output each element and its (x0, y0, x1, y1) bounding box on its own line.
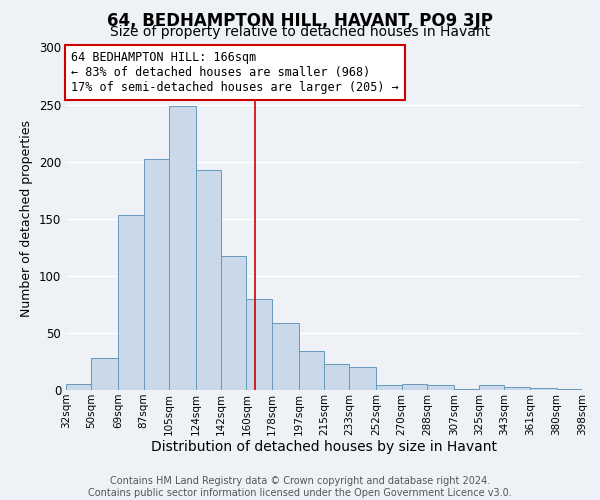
Y-axis label: Number of detached properties: Number of detached properties (20, 120, 34, 318)
Bar (272, 322, 299, 390)
Bar (169, 106, 196, 390)
X-axis label: Distribution of detached houses by size in Havant: Distribution of detached houses by size … (151, 440, 497, 454)
Bar (479, 386, 505, 390)
Bar (221, 256, 247, 390)
Text: Contains HM Land Registry data © Crown copyright and database right 2024.
Contai: Contains HM Land Registry data © Crown c… (88, 476, 512, 498)
Text: 64 BEDHAMPTON HILL: 166sqm
← 83% of detached houses are smaller (968)
17% of sem: 64 BEDHAMPTON HILL: 166sqm ← 83% of deta… (71, 51, 399, 94)
Bar (143, 160, 169, 390)
Bar (299, 351, 324, 390)
Bar (557, 389, 582, 390)
Bar (530, 388, 557, 390)
Text: Size of property relative to detached houses in Havant: Size of property relative to detached ho… (110, 25, 490, 39)
Bar (118, 216, 143, 390)
Bar (91, 358, 118, 390)
Bar (454, 389, 479, 390)
Bar (66, 384, 91, 390)
Bar (324, 364, 349, 390)
Bar (196, 170, 221, 390)
Bar (376, 386, 401, 390)
Text: 64, BEDHAMPTON HILL, HAVANT, PO9 3JP: 64, BEDHAMPTON HILL, HAVANT, PO9 3JP (107, 12, 493, 30)
Bar (247, 298, 272, 390)
Bar (401, 384, 427, 390)
Bar (427, 386, 454, 390)
Bar (505, 386, 530, 390)
Bar (349, 367, 376, 390)
